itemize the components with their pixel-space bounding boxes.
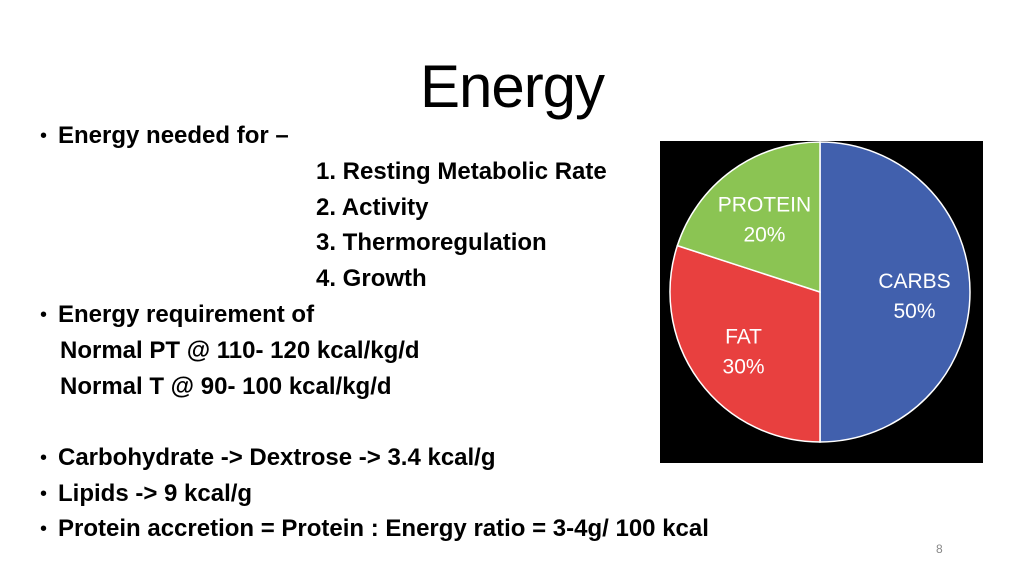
sub-line: Normal T @ 90- 100 kcal/kg/d bbox=[60, 373, 392, 400]
pie-slice-fat bbox=[669, 244, 821, 443]
page-number: 8 bbox=[936, 542, 943, 556]
list-item: 2. Activity bbox=[316, 194, 429, 221]
slice-value-protein: 20% bbox=[743, 224, 785, 247]
slice-value-fat: 30% bbox=[723, 356, 765, 379]
bullet-carbohydrate: Carbohydrate -> Dextrose -> 3.4 kcal/g bbox=[58, 444, 496, 471]
pie-chart: CARBS 50% FAT 30% PROTEIN 20% bbox=[660, 141, 983, 463]
bullet-energy-requirement: Energy requirement of bbox=[58, 301, 315, 328]
pie-chart-svg: CARBS 50% FAT 30% PROTEIN 20% bbox=[669, 141, 971, 443]
pie-slice-carbs bbox=[819, 141, 971, 443]
bullet-protein-accretion: Protein accretion = Protein : Energy rat… bbox=[58, 515, 709, 542]
list-item: 1. Resting Metabolic Rate bbox=[316, 158, 607, 185]
slice-label-fat: FAT bbox=[725, 326, 762, 349]
sub-line: Normal PT @ 110- 120 kcal/kg/d bbox=[60, 337, 420, 364]
bullet-dot: • bbox=[40, 447, 48, 469]
bullet-dot: • bbox=[40, 304, 48, 326]
slice-label-protein: PROTEIN bbox=[718, 194, 811, 217]
bullet-dot: • bbox=[40, 518, 48, 540]
bullet-dot: • bbox=[40, 125, 48, 147]
pie-slice-protein bbox=[676, 141, 821, 294]
slice-label-carbs: CARBS bbox=[878, 270, 950, 293]
bullet-lipids: Lipids -> 9 kcal/g bbox=[58, 480, 253, 507]
list-item: 4. Growth bbox=[316, 265, 427, 292]
list-item: 3. Thermoregulation bbox=[316, 229, 547, 256]
slice-value-carbs: 50% bbox=[893, 300, 935, 323]
bullet-energy-needed: Energy needed for – bbox=[58, 122, 289, 149]
bullet-dot: • bbox=[40, 483, 48, 505]
slide-title: Energy bbox=[419, 53, 605, 120]
